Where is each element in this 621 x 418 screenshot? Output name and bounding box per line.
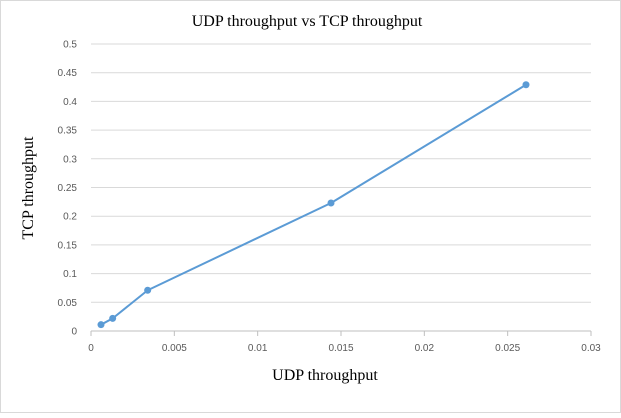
x-tick-label: 0.02 — [415, 343, 435, 354]
y-tick-label: 0.25 — [58, 183, 78, 194]
y-tick-label: 0.45 — [58, 68, 78, 79]
y-tick-label: 0.4 — [63, 97, 77, 108]
x-tick-label: 0.03 — [581, 343, 601, 354]
y-tick-label: 0.35 — [58, 126, 78, 137]
data-point — [109, 314, 117, 322]
y-tick-label: 0.15 — [58, 240, 78, 251]
x-tick-label: 0.015 — [328, 343, 353, 354]
x-axis-title: UDP throughput — [272, 367, 378, 384]
chart-title: UDP throughput vs TCP throughput — [192, 13, 423, 30]
y-tick-label: 0 — [71, 327, 77, 338]
x-tick-label: 0.025 — [495, 343, 520, 354]
y-tick-label: 0.05 — [58, 298, 78, 309]
y-tick-label: 0.2 — [63, 212, 77, 223]
data-point — [97, 321, 105, 329]
y-axis-title: TCP throughput — [20, 136, 37, 240]
y-tick-label: 0.5 — [63, 40, 77, 51]
y-tick-labels: 0 0.05 0.1 0.15 0.2 0.25 0.3 0.35 0.4 0.45 0.5 — [58, 40, 78, 338]
axes — [90, 330, 592, 336]
gridlines — [91, 43, 591, 303]
x-tick-label: 0 — [88, 343, 94, 354]
data-series — [97, 81, 530, 329]
x-tick-label: 0.01 — [248, 343, 268, 354]
x-tick-label: 0.005 — [162, 343, 187, 354]
y-tick-label: 0.3 — [63, 154, 77, 165]
y-tick-label: 0.1 — [63, 269, 77, 280]
data-point — [522, 81, 530, 89]
data-point — [144, 286, 152, 294]
x-tick-labels: 0 0.005 0.01 0.015 0.02 0.025 0.03 — [88, 343, 601, 354]
data-point — [327, 199, 335, 207]
